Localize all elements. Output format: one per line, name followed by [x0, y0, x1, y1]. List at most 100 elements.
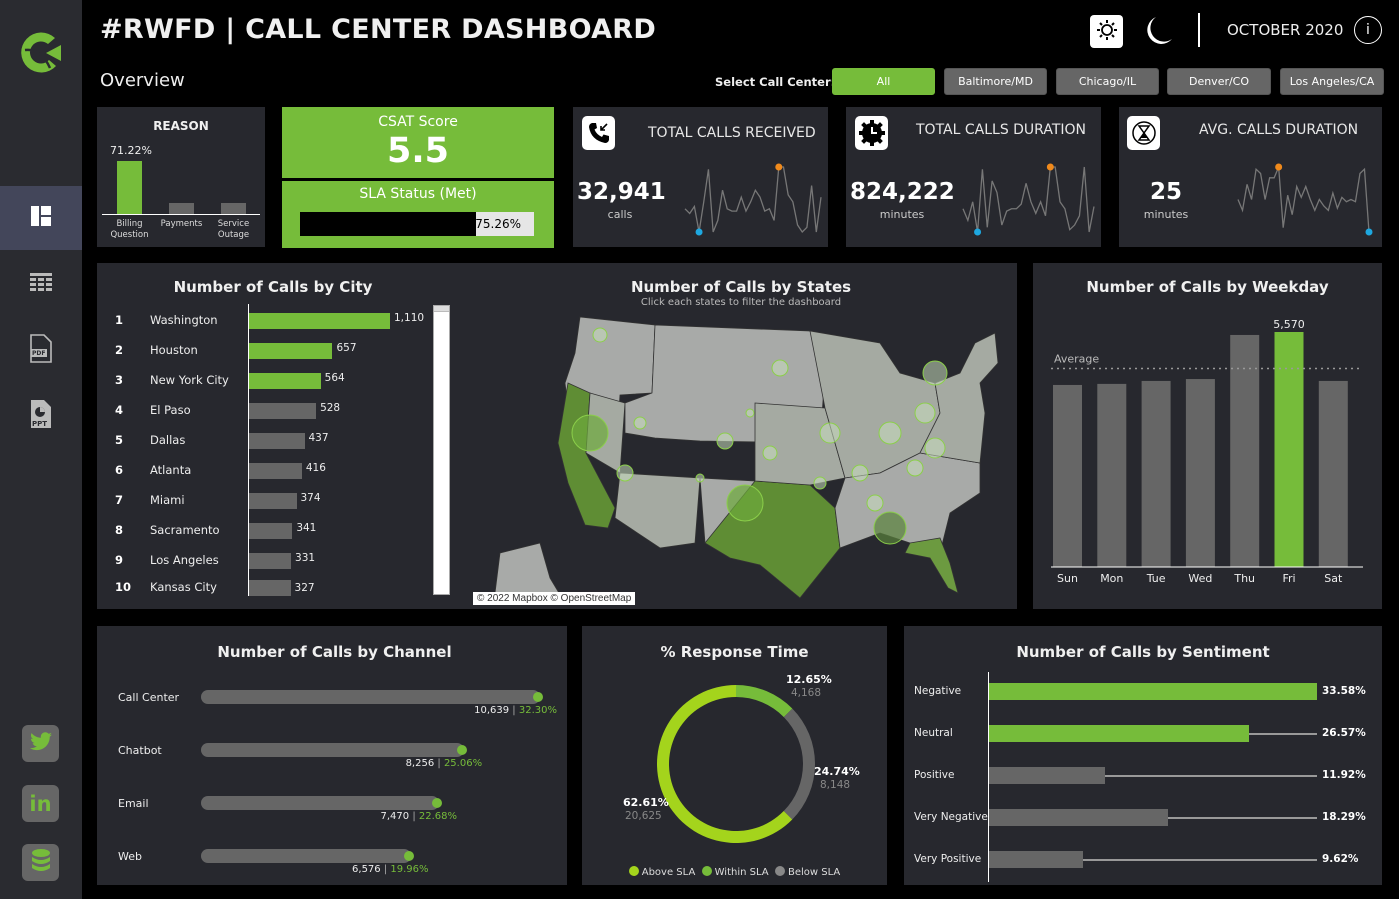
city-row[interactable]: 8 Sacramento 341: [97, 519, 433, 541]
legend-above-sla[interactable]: Above SLA: [628, 866, 695, 878]
reason-label-billing: Billing Question: [110, 219, 149, 240]
city-row[interactable]: 5 Dallas 437: [97, 429, 433, 451]
sparkline-max-point[interactable]: [1275, 163, 1283, 171]
sparkline-max-point[interactable]: [775, 163, 783, 171]
sentiment-title: Number of Calls by Sentiment: [1016, 643, 1270, 661]
city-name: Miami: [150, 493, 185, 507]
weekday-bar-wed[interactable]: [1185, 379, 1215, 567]
city-bar[interactable]: [249, 373, 321, 389]
city-bar[interactable]: [249, 343, 333, 359]
sparkline-max-point[interactable]: [1046, 163, 1054, 171]
city-name: El Paso: [150, 403, 191, 417]
legend-below-sla[interactable]: Below SLA: [775, 866, 840, 878]
sentiment-bar[interactable]: [989, 683, 1317, 700]
city-bar[interactable]: [249, 463, 302, 479]
kpi-title: TOTAL CALLS DURATION: [916, 122, 1087, 138]
filter-chicago[interactable]: Chicago/IL: [1056, 68, 1159, 95]
channel-bar[interactable]: [201, 796, 440, 810]
weekday-bar-mon[interactable]: [1097, 383, 1127, 567]
city-row[interactable]: 3 New York City 564: [97, 369, 433, 391]
kpi-unit: minutes: [1143, 208, 1189, 221]
channel-value-label: 8,256 | 25.06%: [405, 758, 483, 769]
reason-bar-billing[interactable]: [117, 161, 142, 214]
city-bar[interactable]: [249, 580, 291, 596]
sparkline-min-point[interactable]: [1365, 228, 1373, 236]
info-icon: i: [1366, 22, 1370, 38]
sparkline: [1237, 163, 1373, 236]
weekday-bar-fri[interactable]: [1274, 332, 1304, 567]
channel-bar[interactable]: [201, 849, 411, 863]
city-row[interactable]: 4 El Paso 528: [97, 399, 433, 421]
info-button[interactable]: i: [1354, 16, 1382, 44]
c-logo-icon[interactable]: [16, 28, 66, 78]
city-row[interactable]: 9 Los Angeles 331: [97, 549, 433, 571]
sentiment-panel: Number of Calls by Sentiment Negative 33.…: [904, 626, 1382, 885]
dark-mode-button[interactable]: [1142, 14, 1174, 48]
weekday-data-label: 5,570: [1273, 318, 1305, 331]
city-row[interactable]: 2 Houston 657: [97, 339, 433, 361]
city-scrollbar[interactable]: [433, 305, 450, 595]
city-rank: 1: [115, 313, 124, 327]
city-row[interactable]: 1 Washington 1,110: [97, 309, 433, 331]
sparkline-min-point[interactable]: [695, 228, 703, 236]
city-row[interactable]: 6 Atlanta 416: [97, 459, 433, 481]
sentiment-bar[interactable]: [989, 851, 1083, 868]
city-bar[interactable]: [249, 523, 293, 539]
database-button[interactable]: [22, 844, 59, 881]
sentiment-value: 26.57%: [1322, 727, 1366, 739]
weekday-bar-sat[interactable]: [1318, 380, 1348, 567]
weekday-bar-thu[interactable]: [1230, 334, 1260, 567]
city-rank: 5: [115, 433, 124, 447]
reason-bar-payments[interactable]: [169, 203, 194, 214]
scrollbar-thumb[interactable]: [434, 306, 449, 312]
city-row[interactable]: 7 Miami 374: [97, 489, 433, 511]
donut-slice-below-sla[interactable]: [783, 708, 815, 820]
light-mode-button[interactable]: [1090, 15, 1123, 48]
city-bar[interactable]: [249, 493, 297, 509]
filter-baltimore[interactable]: Baltimore/MD: [944, 68, 1047, 95]
channel-bar[interactable]: [201, 743, 465, 757]
sparkline-min-point[interactable]: [974, 228, 982, 236]
filter-all[interactable]: All: [832, 68, 935, 95]
donut-slice-within-sla[interactable]: [736, 685, 793, 718]
twitter-button[interactable]: [22, 725, 59, 762]
linkedin-button[interactable]: in: [22, 785, 59, 822]
weekday-tick-label: Sun: [1057, 572, 1078, 585]
sidebar-item-dashboard[interactable]: [0, 186, 82, 250]
weekday-bar-sun[interactable]: [1053, 384, 1082, 567]
reason-panel: REASON 71.22% Billing Question Payments S…: [97, 107, 265, 247]
sentiment-bar[interactable]: [989, 725, 1249, 742]
city-value: 374: [300, 492, 321, 504]
state-southwest: [614, 472, 701, 549]
sidebar-item-ppt[interactable]: PPT: [0, 382, 82, 446]
city-value: 657: [336, 342, 357, 354]
filter-los-angeles[interactable]: Los Angeles/CA: [1280, 68, 1384, 95]
filter-denver[interactable]: Denver/CO: [1167, 68, 1271, 95]
donut-slice-above-sla[interactable]: [657, 685, 793, 843]
sentiment-label: Very Negative: [914, 811, 988, 823]
sentiment-bar[interactable]: [989, 809, 1168, 826]
channel-bar[interactable]: [201, 690, 540, 704]
kpi-total-calls: TOTAL CALLS RECEIVED 32,941 calls: [573, 107, 828, 247]
channel-count: 6,576: [352, 864, 381, 875]
reason-title: REASON: [153, 119, 209, 133]
channel-value-label: 6,576 | 19.96%: [352, 864, 429, 875]
table-icon: [30, 272, 52, 296]
sentiment-bar[interactable]: [989, 767, 1106, 784]
city-bar[interactable]: [249, 403, 317, 419]
legend-within-sla[interactable]: Within SLA: [701, 866, 769, 878]
city-row[interactable]: 10 Kansas City 327: [97, 576, 433, 598]
city-value: 416: [305, 462, 326, 474]
map-attribution[interactable]: © 2022 Mapbox © OpenStreetMap: [473, 592, 636, 605]
city-value: 564: [324, 372, 345, 384]
city-bar[interactable]: [249, 553, 292, 569]
channel-panel: Number of Calls by Channel Call Center 10…: [97, 626, 567, 885]
sidebar-item-pdf[interactable]: PDF: [0, 316, 82, 380]
us-map[interactable]: [480, 303, 1000, 603]
reason-bar-service-outage[interactable]: [221, 203, 246, 214]
channel-count: 10,639: [474, 705, 510, 716]
city-bar[interactable]: [249, 433, 305, 449]
weekday-bar-tue[interactable]: [1141, 380, 1171, 567]
city-bar[interactable]: [249, 313, 390, 329]
sidebar-item-table[interactable]: [0, 252, 82, 316]
